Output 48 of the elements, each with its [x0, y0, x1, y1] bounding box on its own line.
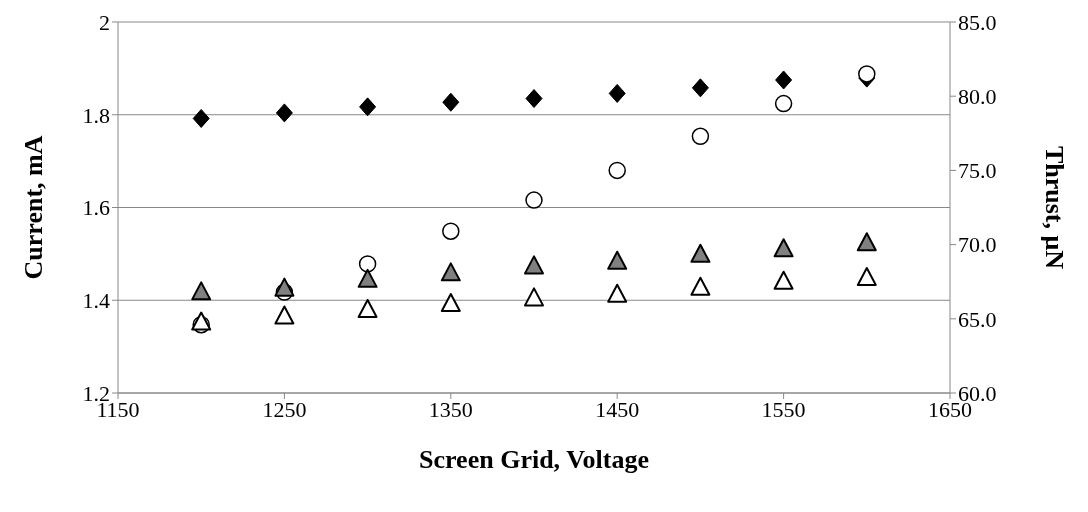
point: [690, 276, 711, 296]
point: [856, 266, 877, 286]
point: [191, 281, 212, 301]
point: [525, 191, 543, 209]
point: [440, 262, 461, 282]
x-tick-label: 1550: [761, 396, 806, 422]
x-axis-title: Screen Grid, Voltage: [419, 445, 649, 474]
y-tick-label: 1.6: [82, 195, 110, 221]
point: [440, 292, 461, 312]
point: [608, 161, 626, 180]
point: [357, 268, 378, 288]
point: [275, 103, 293, 123]
point: [524, 255, 544, 275]
point: [773, 270, 794, 290]
point: [442, 92, 460, 112]
y2-tick-label: 75.0: [958, 158, 997, 184]
point: [192, 108, 210, 128]
point: [856, 232, 877, 252]
point: [775, 70, 793, 90]
point: [691, 127, 710, 146]
point: [607, 250, 628, 270]
point: [359, 97, 377, 117]
point: [774, 94, 793, 113]
point: [525, 89, 543, 109]
point: [690, 243, 711, 263]
y2-tick-label: 85.0: [958, 9, 997, 35]
x-tick-label: 1350: [428, 396, 473, 422]
point: [608, 83, 626, 103]
point: [358, 255, 377, 273]
point: [607, 283, 628, 303]
y-tick-label: 1.8: [82, 102, 110, 128]
x-tick-label: 1450: [595, 396, 640, 422]
y2-axis-title: Thrust, μN: [1039, 145, 1069, 270]
y2-tick-label: 80.0: [958, 84, 997, 110]
y-tick-label: 2: [99, 9, 110, 35]
point: [274, 277, 295, 297]
point: [691, 78, 709, 98]
y-axis-title: Current, mA: [19, 135, 49, 280]
point: [524, 287, 544, 307]
point: [773, 238, 794, 258]
y2-tick-label: 65.0: [958, 306, 997, 332]
point: [357, 298, 378, 318]
point: [442, 222, 460, 240]
y2-tick-label: 70.0: [958, 232, 997, 258]
point: [274, 305, 295, 325]
x-tick-label: 1250: [262, 396, 307, 422]
y-tick-label: 1.4: [82, 288, 110, 314]
point: [858, 65, 876, 83]
